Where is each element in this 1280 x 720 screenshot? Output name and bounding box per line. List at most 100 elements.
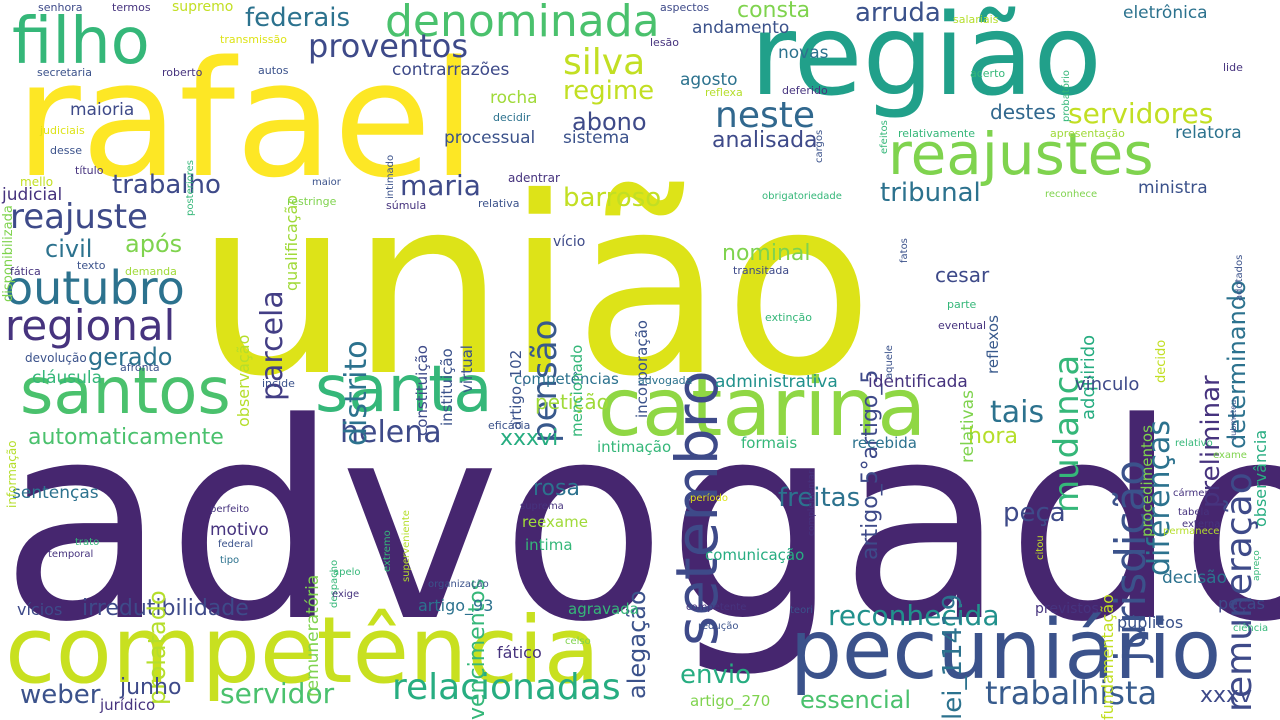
word-regime: regime	[563, 76, 655, 106]
word-remuneratoria: remuneratória	[303, 574, 323, 697]
word-incorporacao: incorporação	[633, 320, 651, 418]
word-artigo-5-artigo-5: artigo_5°artigo_5	[858, 369, 883, 560]
word-observacao: observação	[234, 334, 253, 427]
word-extremo: extremo	[382, 530, 393, 572]
word-posteriores: posteriores	[185, 159, 196, 216]
word-apresentacao: apresentação	[1050, 127, 1125, 140]
word-intimado: intimado	[385, 154, 396, 199]
word-decisao: decisão	[1162, 568, 1227, 588]
word-eletronica: eletrônica	[1123, 3, 1208, 23]
word-obrigatoriedade: obrigatoriedade	[762, 191, 842, 202]
word-relacionadas: relacionadas	[392, 667, 621, 708]
word-advogada: advogada	[638, 374, 693, 387]
word-federais: federais	[245, 3, 351, 33]
word-irredutibilidade: irredutibilidade	[82, 596, 249, 621]
word-lide: lide	[1223, 61, 1243, 74]
word-relativas: relativas	[958, 390, 978, 463]
word-servidor: servidor	[220, 677, 335, 710]
word-freitas: freitas	[778, 483, 861, 513]
word-lei-11419: lei_11419	[938, 593, 968, 720]
word-agosto: agosto	[680, 70, 738, 90]
word-publicos: públicos	[1117, 613, 1184, 632]
word-adotados: adotados	[1234, 254, 1245, 301]
word-artigo-102: artigo_102	[507, 349, 525, 430]
word-cesar: cesar	[935, 263, 990, 287]
word-barroso: barroso	[563, 183, 662, 213]
word-envio: envio	[680, 660, 751, 690]
word-essencial: essencial	[800, 686, 911, 714]
word-uniao: união	[195, 145, 874, 430]
word-analisada: analisada	[712, 128, 818, 153]
word-advogado: advogado	[0, 366, 1280, 682]
word-sistema: sistema	[563, 128, 630, 148]
word-disponibilizada: disponibilizada	[1, 205, 16, 302]
word-reajustes: reajustes	[888, 120, 1154, 188]
word-servidores: servidores	[1068, 97, 1214, 130]
word-extincao: extinção	[765, 311, 812, 324]
word-texto: texto	[77, 259, 106, 272]
word-nominal: nominal	[722, 241, 811, 266]
word-parte: parte	[947, 298, 977, 311]
word-identificada: identificada	[868, 372, 968, 392]
word-apos: após	[125, 230, 183, 258]
word-artigo-270: artigo_270	[690, 692, 771, 710]
word-transmissao: transmissão	[220, 33, 287, 46]
word-decido: decido	[1154, 339, 1169, 383]
word-teori: teori	[790, 605, 814, 616]
word-rafael: rafael	[15, 26, 477, 213]
word-titulo: título	[75, 164, 104, 177]
word-periodo: período	[690, 493, 728, 504]
word-artigo-93: artigo_93	[418, 596, 494, 615]
word-vicios: vícios	[17, 600, 63, 619]
word-constituicao: constituição	[413, 345, 431, 436]
word-intimacao: intimação	[597, 438, 672, 456]
word-judicial: judicial	[2, 185, 63, 205]
word-observancia: observância	[1251, 429, 1270, 527]
word-destes: destes	[990, 100, 1056, 124]
word-xxxvi: xxxvi	[500, 426, 559, 451]
word-supremo: supremo	[172, 0, 234, 15]
word-arruda: arruda	[855, 0, 941, 28]
word-helena: helena	[340, 415, 442, 450]
word-desse: desse	[50, 144, 82, 157]
word-hora: hora	[968, 424, 1018, 449]
word-competente: competente	[686, 602, 747, 613]
word-procedimentos: procedimentos	[1138, 425, 1156, 537]
word-devolucao: devolução	[25, 351, 87, 365]
word-competencia: competência	[5, 597, 600, 704]
word-agravada: agravada	[568, 600, 639, 618]
word-consta: consta	[737, 0, 811, 23]
word-deferido: deferido	[782, 84, 828, 97]
word-trabalho: trabalho	[112, 170, 221, 200]
word-pecuniario: pecuniário	[790, 603, 1222, 698]
word-civil: civil	[45, 235, 93, 263]
word-relativo: relativo	[1175, 438, 1213, 449]
word-trato: trato	[75, 537, 100, 548]
word-mencionado: mencionado	[568, 344, 586, 437]
word-incide: incide	[262, 377, 295, 390]
word-administrativa: administrativa	[715, 372, 838, 392]
word-neste: neste	[715, 95, 815, 136]
word-temporal: temporal	[48, 549, 94, 560]
word-ministra: ministra	[1138, 178, 1208, 198]
word-complementar: complementar	[807, 470, 817, 536]
word-cargos: cargos	[814, 129, 825, 163]
word-probatorio: probatório	[1061, 70, 1072, 122]
word-weber: weber	[20, 680, 101, 710]
word-termos: termos	[112, 1, 151, 14]
word-distrito: distrito	[339, 340, 374, 446]
word-perfeito: perfeito	[210, 504, 250, 515]
word-reducao: redução	[698, 621, 739, 632]
word-vicio: vício	[553, 234, 586, 250]
word-senhora: senhora	[38, 1, 83, 14]
word-rosa: rosa	[533, 476, 580, 501]
word-peca: peça	[1003, 498, 1066, 528]
word-organizacao: organização	[428, 579, 489, 590]
word-acerto: acerto	[970, 67, 1006, 80]
word-competencias: competências	[514, 370, 619, 388]
word-mello: mello	[20, 175, 54, 189]
word-intima: intima	[525, 536, 573, 554]
word-processual: processual	[444, 128, 536, 148]
word-contrarrazoes: contrarrazões	[392, 60, 510, 80]
